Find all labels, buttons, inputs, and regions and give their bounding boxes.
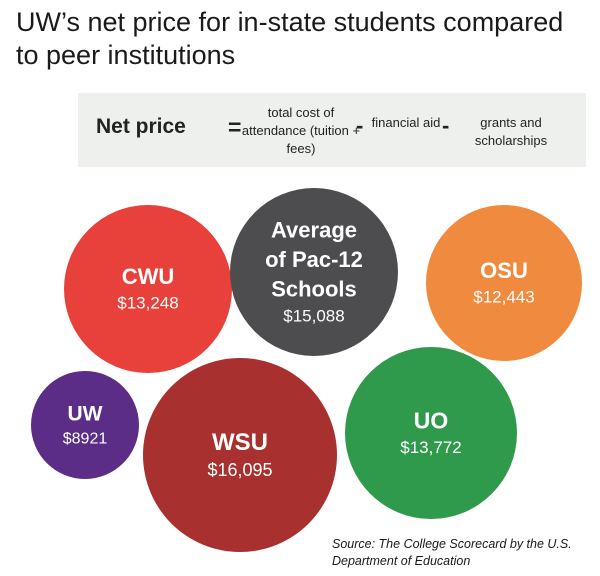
bubble-value-average-of-pac-12-schools: $15,088	[283, 306, 344, 325]
bubble-value-uo: $13,772	[400, 438, 461, 457]
formula-equals: =	[228, 114, 242, 140]
bubble-average-of-pac-12-schools: Average of Pac-12 Schools $15,088	[230, 188, 398, 356]
bubble-cwu: CWU $13,248	[64, 205, 232, 373]
bubble-osu: OSU $12,443	[426, 205, 582, 361]
bubble-circle-cwu	[64, 205, 232, 373]
formula-minus-2: -	[442, 113, 450, 138]
bubble-value-wsu: $16,095	[207, 460, 272, 480]
bubble-name-average-of-pac-12-schools: Average of Pac-12 Schools	[265, 217, 363, 301]
formula-grants-scholarships: grants and scholarships	[474, 115, 548, 148]
bubble-circle-uw	[31, 371, 139, 479]
source-note: Source: The College Scorecard by the U.S…	[332, 537, 572, 568]
bubble-circle-average-of-pac-12-schools	[230, 188, 398, 356]
bubble-circle-wsu	[143, 358, 337, 552]
bubble-name-uw: UW	[68, 402, 103, 425]
formula-label: Net price	[96, 115, 186, 138]
bubble-uo: UO $13,772	[345, 347, 517, 519]
chart-title: UW’s net price for in-state students com…	[16, 7, 564, 70]
bubble-name-cwu: CWU	[122, 264, 175, 289]
bubble-wsu: WSU $16,095	[143, 358, 337, 552]
formula-minus-1: -	[356, 113, 364, 138]
bubble-value-cwu: $13,248	[117, 294, 178, 313]
bubble-circle-osu	[426, 205, 582, 361]
bubble-circle-uo	[345, 347, 517, 519]
bubble-value-osu: $12,443	[473, 288, 534, 307]
bubble-name-osu: OSU	[480, 258, 528, 283]
bubble-name-wsu: WSU	[212, 429, 268, 456]
formula-financial-aid: financial aid	[371, 115, 441, 130]
net-price-formula: Net price = total cost of attendance (tu…	[78, 93, 586, 167]
bubble-value-uw: $8921	[63, 431, 108, 448]
formula-cost-of-attendance: total cost of attendance (tuition + fees…	[241, 105, 361, 156]
bubble-name-uo: UO	[414, 407, 449, 433]
bubble-uw: UW $8921	[31, 371, 139, 479]
